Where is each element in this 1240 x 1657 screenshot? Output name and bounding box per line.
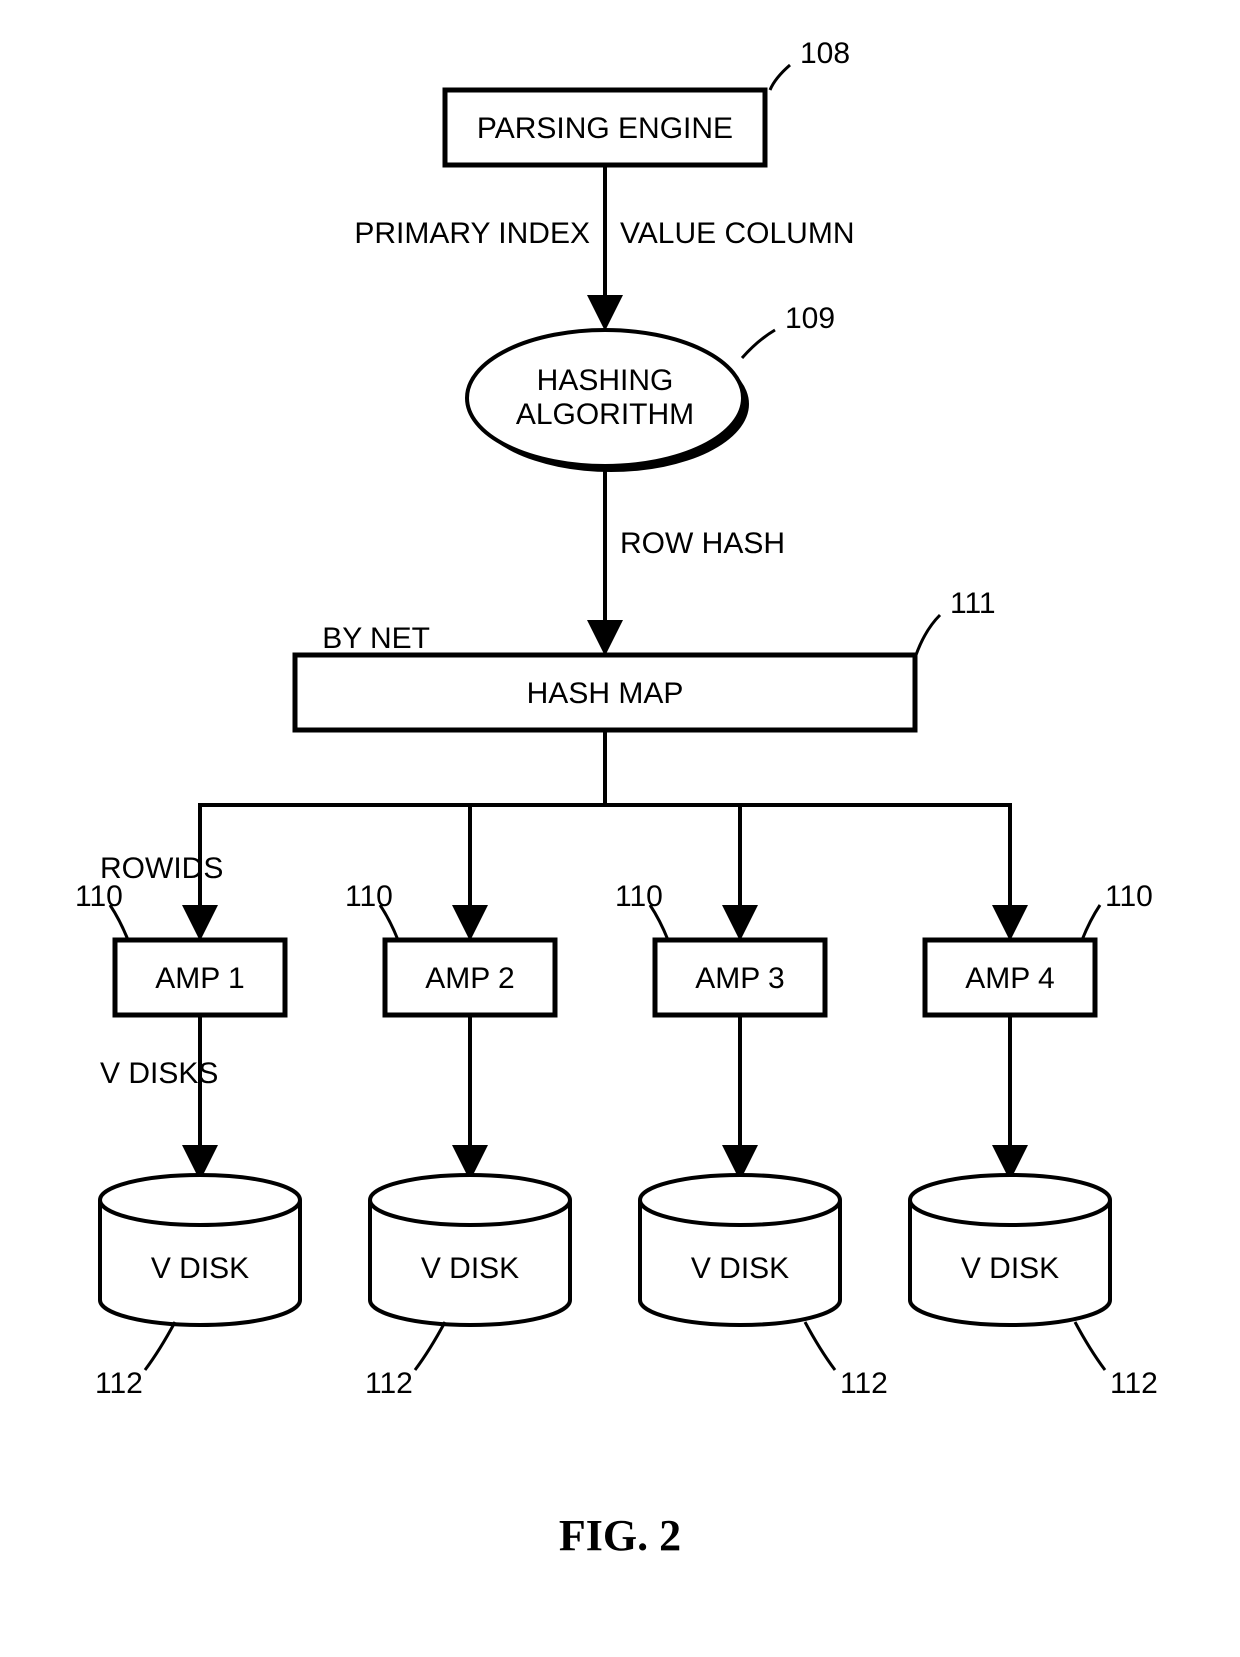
ref-110-b: 110 (345, 880, 393, 913)
fanout-hash-to-amps (200, 730, 1010, 935)
ref-111: 111 (950, 587, 996, 620)
label-value-column: VALUE COLUMN (620, 217, 855, 250)
vdisk2: V DISK 112 (365, 1175, 570, 1400)
vdisk1-label: V DISK (151, 1252, 249, 1285)
hash-map-label: HASH MAP (527, 677, 684, 710)
parsing-engine-label: PARSING ENGINE (477, 112, 733, 145)
label-primary-index: PRIMARY INDEX (354, 217, 590, 250)
vdisk3-label: V DISK (691, 1252, 789, 1285)
amp2-label: AMP 2 (425, 962, 515, 995)
ref-109: 109 (785, 302, 835, 335)
figure-caption: FIG. 2 (559, 1511, 681, 1560)
ref-112-c: 112 (840, 1367, 888, 1400)
vdisk3: V DISK 112 (640, 1175, 888, 1400)
label-by-net: BY NET (322, 622, 430, 655)
amp1-label: AMP 1 (155, 962, 245, 995)
hashing-algorithm-node: HASHING ALGORITHM 109 (467, 302, 835, 472)
ref-112-d: 112 (1110, 1367, 1158, 1400)
label-row-hash: ROW HASH (620, 527, 785, 560)
amp3-label: AMP 3 (695, 962, 785, 995)
amp4-label: AMP 4 (965, 962, 1055, 995)
ref-110-a: 110 (75, 880, 123, 913)
ref-110-d: 110 (1105, 880, 1153, 913)
parsing-engine-node: PARSING ENGINE 108 (445, 37, 850, 165)
vdisk4: V DISK 112 (910, 1175, 1158, 1400)
amp-row: AMP 1 110 AMP 2 110 AMP 3 110 AMP 4 110 (75, 880, 1153, 1015)
ref-112-b: 112 (365, 1367, 413, 1400)
ref-110-c: 110 (615, 880, 663, 913)
hashing-label-1: HASHING (537, 364, 674, 397)
hashing-label-2: ALGORITHM (516, 398, 694, 431)
vdisk4-label: V DISK (961, 1252, 1059, 1285)
vdisk2-label: V DISK (421, 1252, 519, 1285)
figure-2-diagram: PARSING ENGINE 108 PRIMARY INDEX VALUE C… (0, 0, 1240, 1657)
label-vdisks: V DISKS (100, 1057, 218, 1090)
vdisk-row: V DISK 112 V DISK 112 V DISK 112 (95, 1175, 1158, 1400)
vdisk1: V DISK 112 (95, 1175, 300, 1400)
ref-108: 108 (800, 37, 850, 70)
hash-map-node: HASH MAP 111 (295, 587, 996, 730)
ref-112-a: 112 (95, 1367, 143, 1400)
